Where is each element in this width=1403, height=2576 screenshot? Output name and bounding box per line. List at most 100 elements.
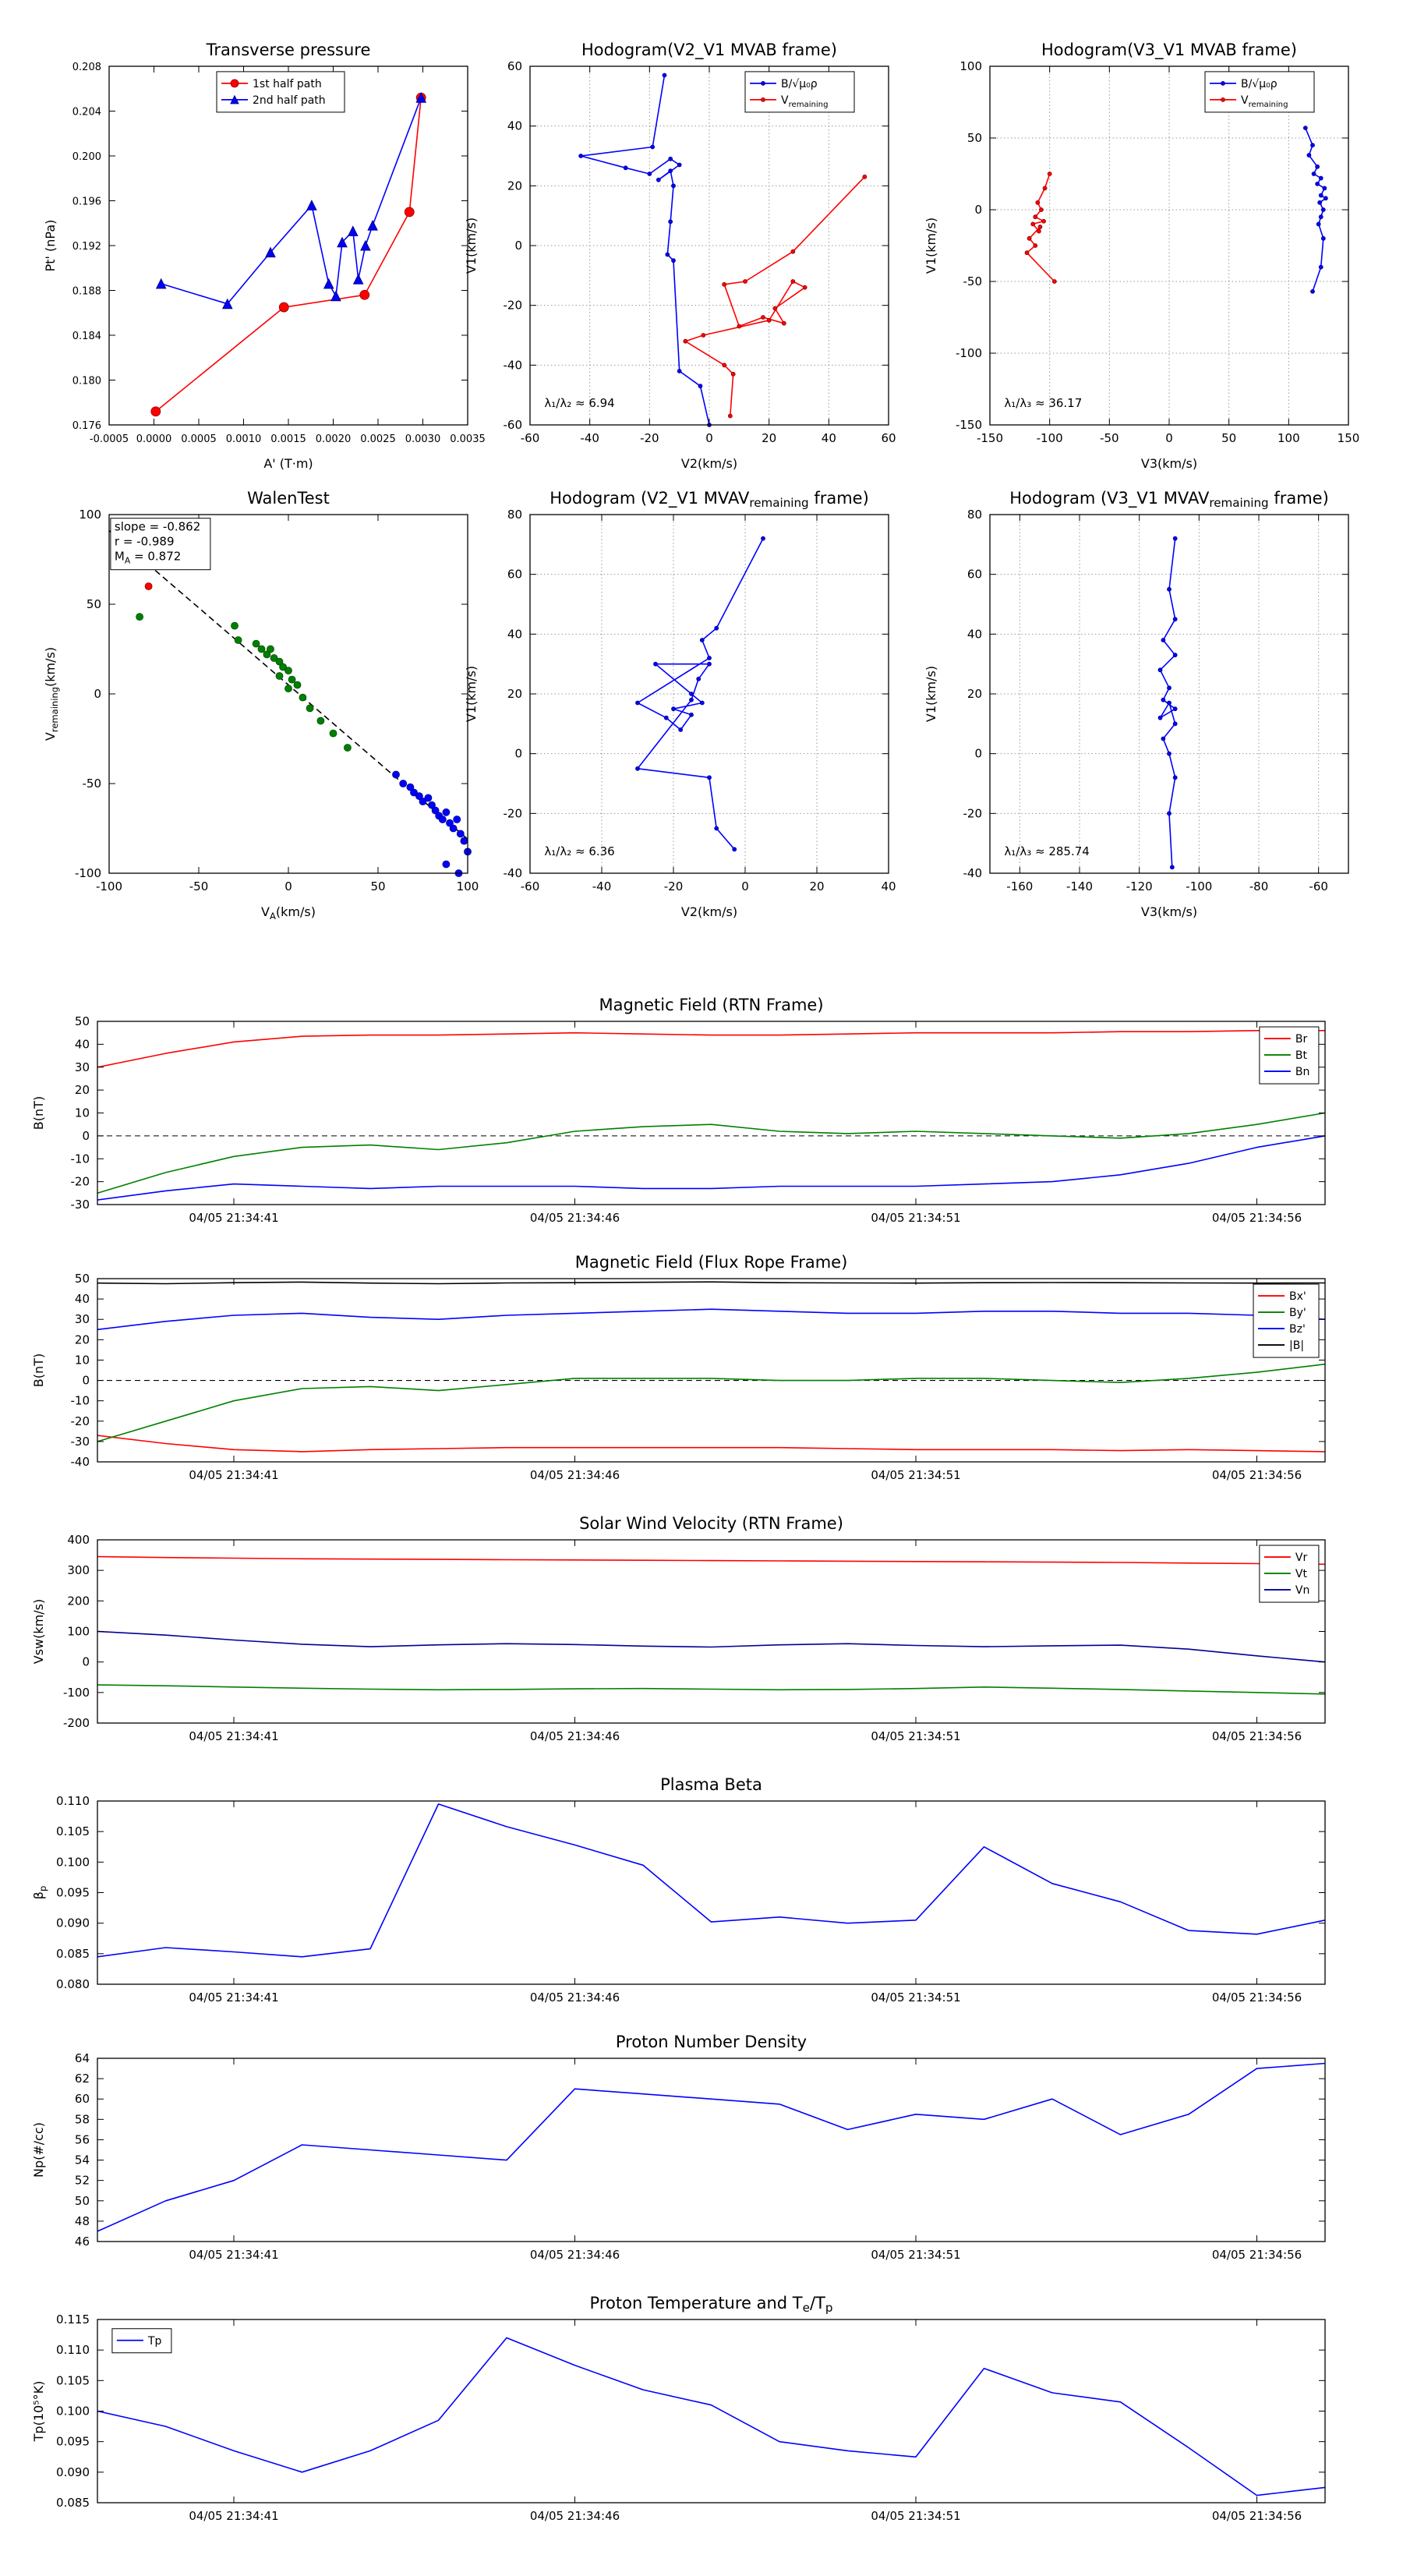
y-axis-label: V1(km/s) — [464, 666, 479, 722]
marker-dot — [714, 625, 719, 631]
plot-background — [109, 66, 468, 425]
marker-dot — [1315, 164, 1320, 169]
y-tick-label: 0.105 — [56, 1824, 90, 1838]
marker-dot — [1172, 617, 1178, 622]
x-tick-label: 150 — [1338, 431, 1360, 445]
marker-triangle — [352, 274, 364, 285]
marker-dot — [1318, 264, 1323, 270]
y-axis-label: Vremaining(km/s) — [43, 647, 60, 741]
marker-dot — [1036, 228, 1041, 234]
marker-dot — [722, 281, 727, 287]
legend-label: Tp — [147, 2335, 162, 2348]
marker-dot — [671, 258, 676, 264]
marker-dot — [714, 826, 719, 831]
x-tick-label: 04/05 21:34:51 — [871, 1729, 960, 1743]
marker-circle — [252, 639, 260, 648]
legend-label: 2nd half path — [253, 94, 326, 107]
x-tick-label: -20 — [664, 879, 684, 893]
marker-circle — [404, 207, 415, 218]
chart-hodogram-v3v1-mvab: -150 -100 -50 0 50 100 150 -150 -100 -50 0 50 100 Hod… — [924, 41, 1359, 471]
y-tick-label: -60 — [504, 418, 523, 432]
x-tick-label: 04/05 21:34:46 — [530, 1211, 620, 1225]
y-tick-label: 64 — [75, 2051, 90, 2065]
marker-dot — [737, 324, 742, 329]
marker-circle — [263, 650, 271, 659]
marker-circle — [284, 667, 292, 674]
series-line — [580, 75, 710, 426]
marker-circle — [428, 801, 436, 809]
y-tick-label: -50 — [83, 777, 102, 791]
x-tick-label: 04/05 21:34:51 — [871, 1468, 960, 1482]
x-tick-label: 04/05 21:34:56 — [1212, 1468, 1302, 1482]
series-line — [97, 1630, 1326, 1663]
legend-label: |B| — [1289, 1339, 1304, 1352]
y-axis-label: V1(km/s) — [464, 218, 479, 274]
marker-dot — [1311, 172, 1316, 176]
y-tick-label: 50 — [75, 1272, 90, 1286]
y-tick-label: 0.115 — [56, 2312, 90, 2327]
marker-dot — [707, 775, 712, 780]
annotation: MA = 0.872 — [115, 550, 181, 566]
marker-circle — [278, 302, 289, 313]
marker-circle — [460, 837, 468, 845]
plot-background — [109, 515, 468, 873]
marker-dot — [707, 656, 712, 660]
marker-triangle — [347, 225, 359, 236]
legend-label: By' — [1289, 1307, 1306, 1319]
marker-dot — [665, 252, 670, 257]
marker-dot — [635, 766, 640, 771]
y-tick-label: 400 — [67, 1533, 90, 1547]
y-tick-label: 60 — [967, 568, 982, 582]
y-tick-label: 40 — [75, 1037, 90, 1051]
marker-dot — [761, 81, 765, 86]
chart-solar-wind-velocity: 04/05 21:34:41 04/05 21:34:46 04/05 21:34:… — [31, 1514, 1326, 1743]
x-tick-label: 04/05 21:34:41 — [189, 1729, 278, 1743]
marker-dot — [862, 174, 868, 179]
y-axis-label: V1(km/s) — [924, 666, 938, 722]
marker-circle — [136, 613, 144, 621]
y-tick-label: 0 — [82, 1374, 90, 1388]
x-tick-label: -60 — [521, 879, 540, 893]
marker-triangle — [230, 94, 239, 104]
y-tick-label: 0 — [974, 747, 982, 761]
y-tick-label: 10 — [75, 1106, 90, 1120]
y-tick-label: 0.184 — [72, 331, 101, 342]
y-tick-label: -20 — [963, 806, 983, 820]
marker-circle — [438, 816, 447, 823]
y-tick-label: 0.192 — [72, 241, 101, 253]
series-line — [161, 97, 422, 305]
legend-label: 1st half path — [253, 78, 322, 90]
plot-background — [97, 1021, 1325, 1205]
marker-dot — [707, 661, 712, 667]
y-tick-label: 0.095 — [56, 2435, 90, 2449]
marker-circle — [415, 792, 423, 800]
marker-circle — [446, 819, 454, 827]
marker-circle — [257, 645, 266, 653]
y-tick-label: 40 — [967, 627, 982, 641]
marker-dot — [730, 371, 736, 377]
y-tick-label: 200 — [67, 1594, 90, 1608]
marker-dot — [743, 279, 747, 284]
marker-circle — [316, 717, 325, 725]
y-tick-label: 40 — [507, 119, 522, 133]
legend-label: Br — [1295, 1033, 1308, 1046]
y-tick-label: 48 — [75, 2214, 90, 2228]
y-tick-label: 20 — [507, 687, 522, 701]
marker-circle — [406, 783, 415, 791]
y-tick-label: 50 — [967, 131, 982, 145]
y-tick-label: 100 — [67, 1625, 90, 1639]
marker-dot — [1167, 685, 1172, 691]
marker-dot — [1161, 736, 1166, 741]
annotation: λ₁/λ₂ ≈ 6.36 — [544, 844, 614, 858]
x-tick-label: 40 — [881, 879, 896, 893]
annotation-box — [110, 518, 211, 571]
y-tick-label: -40 — [71, 1455, 90, 1469]
legend-label: B/√μ₀ρ — [1241, 78, 1278, 90]
plot-background — [97, 1279, 1325, 1462]
y-tick-label: 0 — [94, 687, 101, 701]
chart-walen-test: -100 -50 0 50 100 -100 -50 0 50 100 WalenTest VA(km… — [43, 489, 479, 922]
marker-dot — [1320, 235, 1326, 241]
marker-dot — [671, 183, 676, 189]
